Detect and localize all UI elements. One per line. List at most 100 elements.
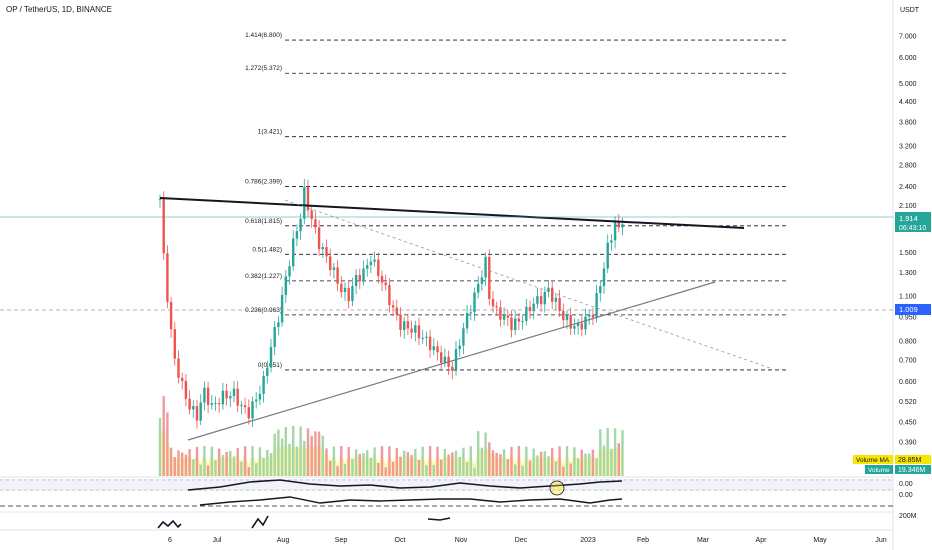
volume-bar [255,463,258,476]
volume-bar [562,466,565,476]
volume-bar [406,452,410,476]
candle-body [384,282,387,286]
fib-label-2: 1(3.421) [258,129,282,136]
candle-body [181,377,184,381]
volume-bar [188,449,191,476]
volume-bar [166,412,169,476]
volume-bar [377,462,380,476]
candle-body [236,388,239,406]
price-tick-15: 0.600 [899,379,917,386]
volume-bar [469,446,472,476]
volume-bar [232,456,236,476]
candle-body [562,310,565,321]
volume-bar [236,447,239,476]
candle-body [610,240,613,243]
candle-body [617,222,620,228]
candle-body [547,287,550,292]
price-tick-13: 0.800 [899,338,917,345]
volume-bar [181,452,184,476]
candle-body [517,318,521,322]
time-tick-2: Aug [277,537,290,544]
volume-bar [362,453,365,476]
indicator-tick-3: 200M [899,513,917,520]
volume-bar [428,446,432,476]
volume-bar [329,460,332,476]
candle-body [477,283,480,293]
volume-bar [565,446,569,476]
volume-bar [391,461,395,476]
candle-body [599,286,602,294]
volume-bar [580,449,583,476]
volume-bar [314,431,317,476]
candle-body [173,329,176,359]
volume-bar [495,452,498,476]
volume-bar [595,458,598,476]
candle-body [595,293,598,318]
volume-bar [288,443,291,476]
price-tick-8: 2.100 [899,203,917,210]
candle-body [506,315,509,318]
volume-bar [321,435,324,476]
volume-bar [332,446,336,476]
candle-body [362,268,365,282]
candle-body [177,358,180,378]
volume-bar [525,446,528,476]
level-price-badge [895,304,931,315]
dotted-trendline[interactable] [284,199,771,369]
volume-bars [158,396,624,476]
volume-bar [521,465,524,476]
volume-bar [184,454,188,476]
candle-body [391,305,395,308]
volume-bar [473,467,476,476]
candle-body [336,267,339,284]
candle-body [169,301,173,330]
price-tick-9: 1.500 [899,250,917,257]
volume-bar [195,446,199,476]
volume-bar [292,426,295,476]
fib-levels: 1.414(6.800) 1.272(5.372) 1(3.421) 0.786(2.… [245,32,788,371]
volume-bar [425,465,428,476]
fib-label-6: 0.382(1.227) [245,273,282,280]
candle-body [317,227,321,250]
time-tick-11: May [813,537,827,544]
volume-bar [491,450,495,476]
candle-body [451,366,454,371]
candle-body [214,403,217,405]
volume-bar [602,445,606,476]
candle-body [343,287,347,293]
candle-body [299,218,302,232]
ascending-trendline[interactable] [187,281,716,441]
candle-body [602,268,606,287]
fib-label-7: 0.236(0.963) [245,307,282,314]
price-tick-14: 0.700 [899,357,917,364]
candle-body [410,328,413,333]
volume-bar [251,446,254,476]
volume-bar [229,450,232,476]
descending-trendline[interactable] [159,197,745,229]
volume-bar [536,455,539,476]
fib-label-3: 0.786(2.399) [245,179,282,186]
axis-currency: USDT [900,7,920,14]
candle-body [606,242,609,269]
volume-ma-value: 28.85M [898,457,922,464]
volume-bar [247,467,250,476]
candle-body [521,320,524,322]
volume-bar [395,447,398,476]
price-tick-3: 4.400 [899,99,917,106]
candle-body [499,307,502,320]
volume-bar [347,447,350,476]
candle-body [388,285,391,306]
volume-bar [447,454,450,476]
candle-body [613,222,617,241]
volume-bar [417,459,421,476]
time-tick-1: Jul [213,537,222,544]
candle-body [280,294,284,323]
volume-bar [599,429,602,476]
candle-body [588,314,591,317]
volume-bar [484,432,487,476]
candle-body [532,303,535,312]
candle-body [403,321,406,330]
price-tick-11: 1.100 [899,294,917,301]
volume-bar [576,458,580,476]
